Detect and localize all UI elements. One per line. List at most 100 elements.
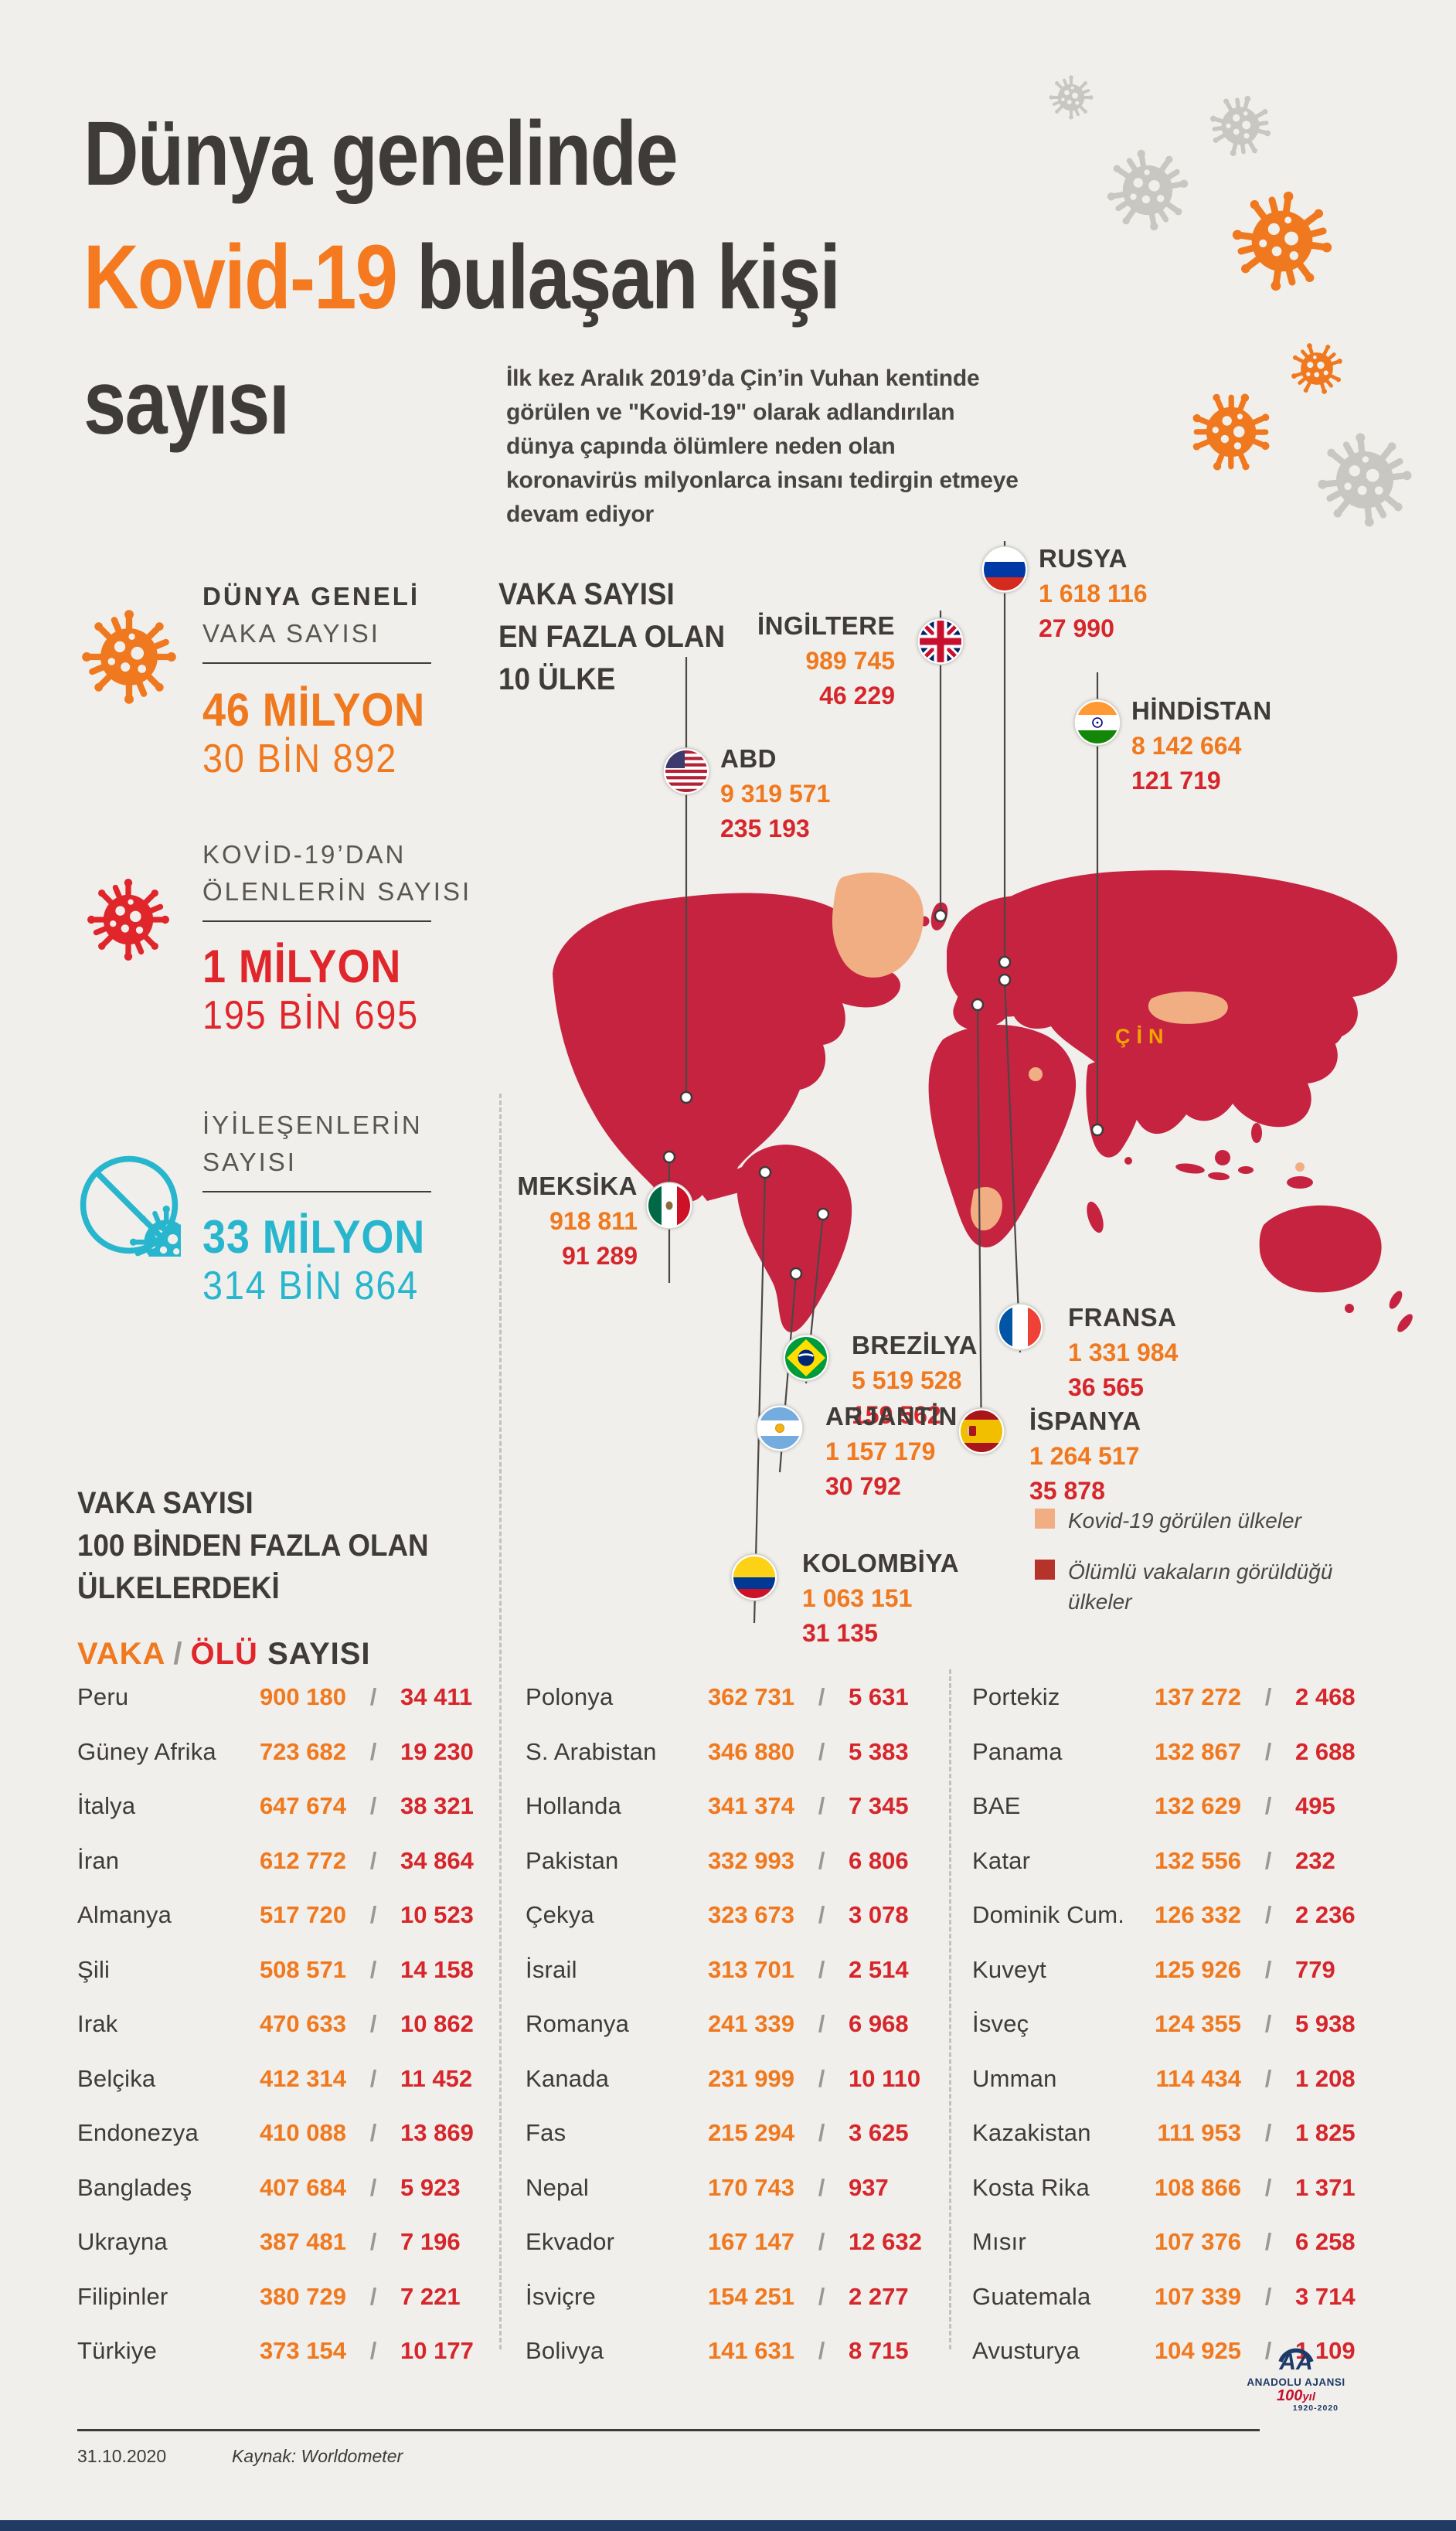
cases-value: 132 629 bbox=[1154, 1792, 1241, 1819]
cases-value: 407 684 bbox=[259, 2173, 346, 2201]
deaths-value: 19 230 bbox=[400, 1737, 474, 1765]
slash-separator: / bbox=[1264, 1737, 1272, 1765]
legend-separator: / bbox=[173, 1637, 183, 1671]
recovered-label-line1: İYİLEŞENLERİN bbox=[202, 1111, 423, 1139]
country-name: Kanada bbox=[526, 2064, 610, 2092]
flag-russia-icon bbox=[980, 545, 1029, 594]
virus-icon bbox=[1224, 183, 1339, 298]
deaths-value: 10 177 bbox=[400, 2337, 474, 2364]
slash-separator: / bbox=[369, 2337, 377, 2364]
virus-icon bbox=[1312, 427, 1417, 532]
deaths-total-minor: 195 BİN 695 bbox=[202, 993, 419, 1038]
map-callout-brezilya: BREZİLYA 5 519 528 159 562 bbox=[852, 1331, 978, 1429]
map-callout-hindistan: HİNDİSTAN 8 142 664 121 719 bbox=[1131, 696, 1272, 794]
country-name: Peru bbox=[77, 1683, 129, 1710]
deaths-value: 6 806 bbox=[849, 1846, 909, 1874]
slash-separator: / bbox=[369, 1846, 377, 1874]
table-row: Filipinler 380 729 / 7 221 bbox=[77, 2282, 501, 2310]
country-name: Mısır bbox=[972, 2228, 1026, 2255]
country-name: Irak bbox=[77, 2010, 118, 2037]
slash-separator: / bbox=[1264, 2064, 1272, 2092]
virus-recovered-icon bbox=[80, 1155, 181, 1257]
virus-icon bbox=[1202, 87, 1279, 165]
virus-icon bbox=[1099, 141, 1196, 238]
cases-value: 132 867 bbox=[1154, 1737, 1241, 1765]
deaths-value: 232 bbox=[1295, 1846, 1335, 1874]
aa-years: 1920-2020 bbox=[1292, 2403, 1339, 2413]
cases-value: 362 731 bbox=[707, 1683, 794, 1710]
slash-separator: / bbox=[369, 2282, 377, 2310]
country-name: Kazakistan bbox=[972, 2119, 1091, 2146]
slash-separator: / bbox=[1264, 2010, 1272, 2037]
country-name: Filipinler bbox=[77, 2282, 168, 2310]
deaths-value: 11 452 bbox=[400, 2064, 473, 2092]
table-row: Mısır 107 376 / 6 258 bbox=[972, 2228, 1396, 2255]
table-row: Kosta Rika 108 866 / 1 371 bbox=[972, 2173, 1396, 2201]
table-row: Dominik Cum. 126 332 / 2 236 bbox=[972, 1901, 1396, 1928]
recovered-label-line2: SAYISI bbox=[202, 1147, 297, 1176]
map-callout-ispanya: İSPANYA 1 264 517 35 878 bbox=[1029, 1407, 1141, 1505]
cases-value: 104 925 bbox=[1154, 2337, 1241, 2364]
cases-label-line1: DÜNYA GENELİ bbox=[202, 582, 420, 611]
deaths-value: 1 109 bbox=[1295, 2337, 1356, 2364]
cases-value: 380 729 bbox=[259, 2282, 346, 2310]
country-name: Endonezya bbox=[77, 2119, 199, 2146]
slash-separator: / bbox=[369, 2064, 377, 2092]
flag-brazil-icon bbox=[781, 1333, 831, 1383]
deaths-value: 6 968 bbox=[849, 2010, 909, 2037]
deaths-value: 5 383 bbox=[849, 1737, 909, 1765]
table-row: Türkiye 373 154 / 10 177 bbox=[77, 2337, 501, 2364]
map-callout-kolombiya: KOLOMBİYA 1 063 151 31 135 bbox=[802, 1549, 960, 1647]
cases-value: 167 147 bbox=[707, 2228, 794, 2255]
table-row: Ukrayna 387 481 / 7 196 bbox=[77, 2228, 501, 2255]
footer-source: Kaynak: Worldometer bbox=[232, 2446, 403, 2466]
aa-agency-name: ANADOLU AJANSI bbox=[1247, 2376, 1345, 2388]
country-name: Nepal bbox=[526, 2173, 589, 2201]
country-name: Güney Afrika bbox=[77, 1737, 216, 1765]
flag-usa-icon bbox=[662, 747, 711, 796]
slash-separator: / bbox=[369, 2228, 377, 2255]
cases-value: 126 332 bbox=[1154, 1901, 1241, 1928]
deaths-value: 7 345 bbox=[849, 1792, 909, 1819]
flag-india-icon bbox=[1073, 698, 1122, 747]
recovered-total-minor: 314 BİN 864 bbox=[202, 1264, 419, 1308]
deaths-value: 2 236 bbox=[1295, 1901, 1356, 1928]
svg-text:AA: AA bbox=[1278, 2349, 1312, 2371]
deaths-label-line1: KOVİD-19’DAN bbox=[202, 840, 407, 869]
table-row: İtalya 647 674 / 38 321 bbox=[77, 1792, 501, 1819]
legend-seen-swatch bbox=[1035, 1509, 1055, 1529]
cases-value: 107 376 bbox=[1154, 2228, 1241, 2255]
map-callout-ingiltere: İNGİLTERE 989 745 46 229 bbox=[757, 611, 895, 709]
deaths-value: 38 321 bbox=[400, 1792, 474, 1819]
table-row: Peru 900 180 / 34 411 bbox=[77, 1683, 501, 1710]
table-row: BAE 132 629 / 495 bbox=[972, 1792, 1396, 1819]
country-name: Çekya bbox=[526, 1901, 594, 1928]
deaths-value: 5 938 bbox=[1295, 2010, 1356, 2037]
cases-total-major: 46 MİLYON bbox=[202, 684, 426, 736]
deaths-value: 2 468 bbox=[1295, 1683, 1356, 1710]
slash-separator: / bbox=[818, 2064, 825, 2092]
map-callout-fransa: FRANSA 1 331 984 36 565 bbox=[1068, 1303, 1179, 1401]
cases-value: 107 339 bbox=[1154, 2282, 1241, 2310]
country-name: İsviçre bbox=[526, 2282, 596, 2310]
deaths-value: 34 411 bbox=[400, 1683, 473, 1710]
table-row: Şili 508 571 / 14 158 bbox=[77, 1956, 501, 1983]
country-name: Kosta Rika bbox=[972, 2173, 1090, 2201]
deaths-value: 5 923 bbox=[400, 2173, 461, 2201]
table-row: İran 612 772 / 34 864 bbox=[77, 1846, 501, 1874]
intro-paragraph: İlk kez Aralık 2019’da Çin’in Vuhan kent… bbox=[506, 366, 1019, 528]
table-row: Bangladeş 407 684 / 5 923 bbox=[77, 2173, 501, 2201]
slash-separator: / bbox=[1264, 2337, 1272, 2364]
deaths-value: 10 523 bbox=[400, 1901, 474, 1928]
slash-separator: / bbox=[369, 2119, 377, 2146]
cases-value: 387 481 bbox=[259, 2228, 346, 2255]
legend-deadly-swatch bbox=[1035, 1560, 1055, 1580]
slash-separator: / bbox=[369, 1792, 377, 1819]
deaths-total-label: KOVİD-19’DAN ÖLENLERİN SAYISI bbox=[202, 836, 471, 910]
slash-separator: / bbox=[818, 1683, 825, 1710]
deaths-value: 13 869 bbox=[400, 2119, 474, 2146]
title-highlight: Kovid-19 bbox=[83, 226, 398, 328]
deaths-label-line2: ÖLENLERİN SAYISI bbox=[202, 876, 472, 906]
map-callout-meksika: MEKSİKA 918 811 91 289 bbox=[517, 1172, 638, 1270]
map-section-heading: VAKA SAYISI EN FAZLA OLAN 10 ÜLKE bbox=[498, 577, 726, 697]
